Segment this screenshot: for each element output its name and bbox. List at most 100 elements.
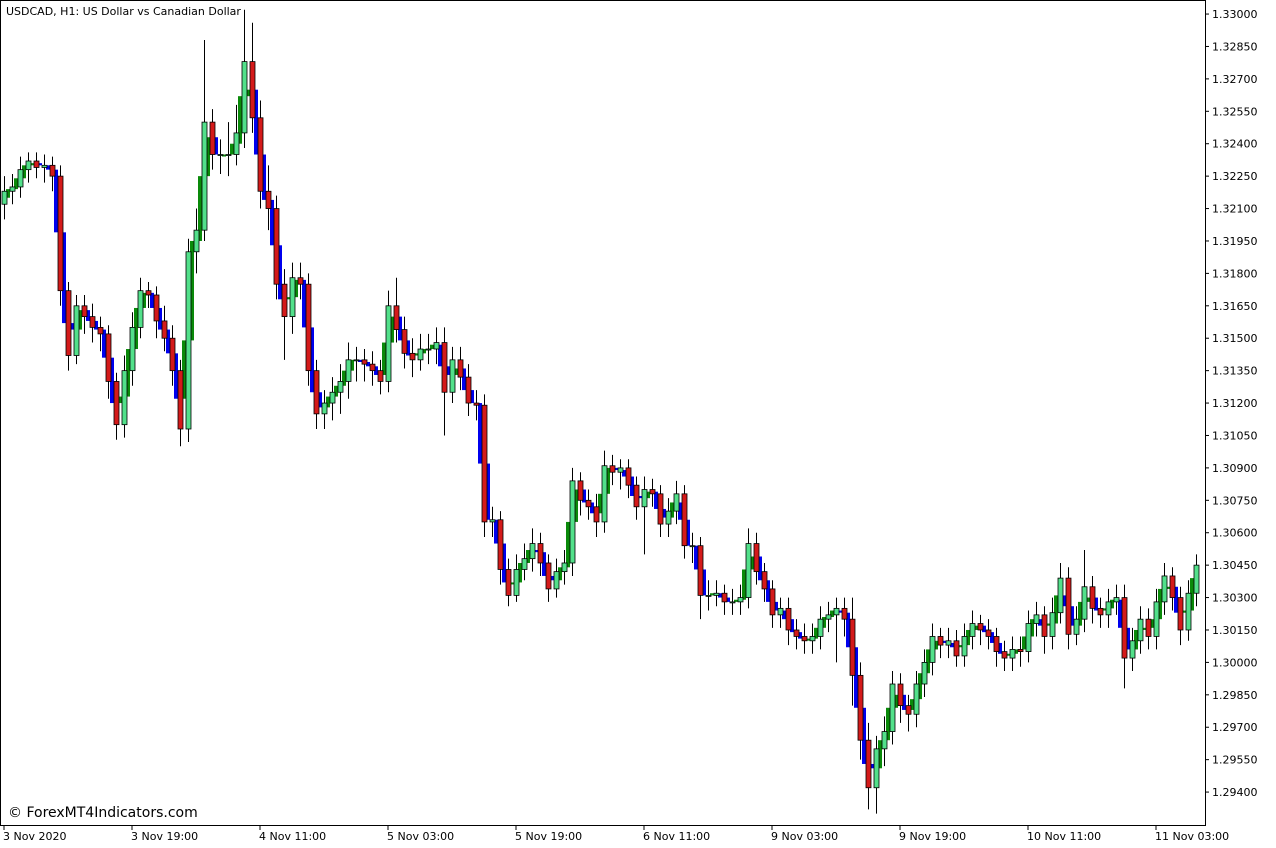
indicator-bar xyxy=(758,556,762,581)
y-tick-label: 1.31200 xyxy=(1212,397,1258,410)
indicator-bar xyxy=(742,569,746,600)
indicator-bar xyxy=(310,327,314,393)
candle-body xyxy=(553,571,560,590)
candle-body xyxy=(137,290,144,328)
x-tick-label: 3 Nov 19:00 xyxy=(131,830,198,843)
indicator-bar xyxy=(190,240,194,341)
indicator-bar xyxy=(606,467,610,494)
candle-body xyxy=(361,359,368,365)
indicator-bar xyxy=(910,699,914,710)
y-tick-label: 1.33000 xyxy=(1212,8,1258,21)
indicator-bar xyxy=(878,740,882,769)
y-tick-label: 1.29400 xyxy=(1212,786,1258,799)
candle-body xyxy=(689,545,696,548)
candle-body xyxy=(193,229,200,253)
indicator-bar xyxy=(1118,599,1122,628)
candle-body xyxy=(897,683,904,707)
indicator-bar xyxy=(982,625,986,633)
indicator-bar xyxy=(598,493,602,514)
indicator-bar xyxy=(1062,595,1066,607)
indicator-bar xyxy=(134,307,138,350)
indicator-bar xyxy=(1190,578,1194,611)
candle-body xyxy=(281,283,288,318)
candle-body xyxy=(177,370,184,430)
indicator-bar xyxy=(230,143,234,155)
indicator-bar xyxy=(1110,599,1114,609)
candle-body xyxy=(905,705,912,715)
indicator-bar xyxy=(182,340,186,399)
indicator-bar xyxy=(198,176,202,241)
candle-body xyxy=(49,164,56,177)
y-tick-label: 1.31350 xyxy=(1212,365,1258,378)
indicator-bar xyxy=(206,137,210,177)
candle-body xyxy=(105,333,112,382)
candle-body xyxy=(577,480,584,501)
candle-body xyxy=(993,636,1000,652)
indicator-bar xyxy=(46,165,50,170)
candle-body xyxy=(1153,601,1160,637)
candle-body xyxy=(737,597,744,603)
indicator-bar xyxy=(22,165,26,179)
indicator-bar xyxy=(270,199,274,246)
candle-body xyxy=(617,467,624,473)
candle-body xyxy=(1049,612,1056,637)
candle-body xyxy=(593,506,600,523)
plot-frame xyxy=(0,0,1206,826)
indicator-bar xyxy=(710,593,714,596)
indicator-bar xyxy=(174,353,178,399)
x-tick-label: 10 Nov 11:00 xyxy=(1027,830,1101,843)
candle-body xyxy=(329,391,336,404)
indicator-bar xyxy=(1142,627,1146,630)
candle-body xyxy=(913,683,920,715)
indicator-bar xyxy=(222,154,226,157)
candle-body xyxy=(753,543,760,573)
y-tick-label: 1.31950 xyxy=(1212,235,1258,248)
candle-body xyxy=(41,164,48,168)
indicator-bar xyxy=(806,638,810,641)
indicator-bar xyxy=(102,329,106,358)
candle-body xyxy=(353,359,360,362)
candle-body xyxy=(713,592,720,596)
y-tick-label: 1.29700 xyxy=(1212,721,1258,734)
indicator-bar xyxy=(374,366,378,375)
indicator-bar xyxy=(998,642,1002,654)
indicator-bar xyxy=(686,519,690,546)
candle-body xyxy=(273,208,280,285)
candle-body xyxy=(1089,586,1096,609)
y-tick-label: 1.32700 xyxy=(1212,73,1258,86)
candle-body xyxy=(233,132,240,155)
candle-body xyxy=(1081,586,1088,620)
candle-body xyxy=(537,543,544,564)
candle-body xyxy=(561,562,568,573)
indicator-bar xyxy=(798,632,802,639)
y-tick-label: 1.31800 xyxy=(1212,267,1258,280)
indicator-bar xyxy=(942,640,946,643)
candle-body xyxy=(1065,577,1072,635)
indicator-bar xyxy=(630,476,634,496)
candle-body xyxy=(265,190,272,209)
candle-body xyxy=(57,175,64,292)
indicator-bar xyxy=(510,582,514,585)
candle-body xyxy=(337,381,344,393)
indicator-bar xyxy=(654,491,658,509)
candle-body xyxy=(425,348,432,351)
candle-body xyxy=(241,61,248,134)
indicator-bar xyxy=(94,320,98,330)
indicator-bar xyxy=(350,359,354,371)
candle-body xyxy=(521,558,528,570)
candle-body xyxy=(1129,640,1136,659)
indicator-bar xyxy=(646,491,650,499)
candle-body xyxy=(465,376,472,404)
indicator-bar xyxy=(454,368,458,375)
candle-body xyxy=(201,121,208,231)
candle-body xyxy=(497,519,504,570)
candle-body xyxy=(633,484,640,508)
candle-body xyxy=(73,305,80,356)
candle-body xyxy=(489,519,496,523)
candle-body xyxy=(641,489,648,508)
indicator-bar xyxy=(766,580,770,602)
candle-body xyxy=(817,618,824,637)
indicator-bar xyxy=(830,610,834,618)
candle-body xyxy=(601,465,608,523)
